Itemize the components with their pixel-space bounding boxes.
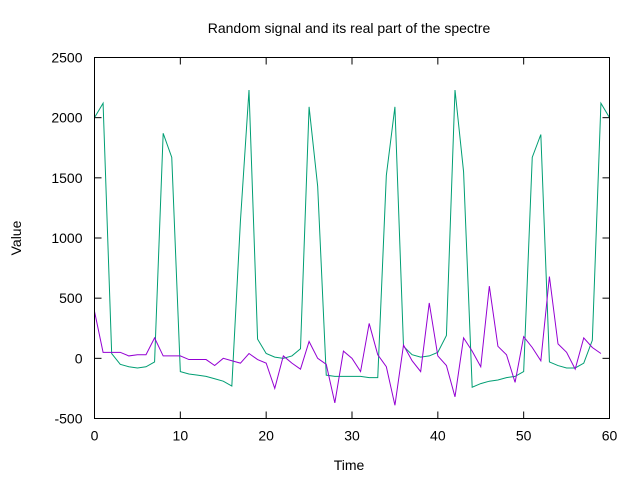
x-tick-label: 30 (344, 428, 360, 444)
y-tick-label: 2500 (51, 50, 82, 66)
y-tick-label: 0 (75, 350, 83, 366)
x-axis-label: Time (334, 457, 365, 473)
x-tick-label: 0 (91, 428, 99, 444)
x-tick-label: 20 (258, 428, 274, 444)
y-tick-label: 1500 (51, 170, 82, 186)
chart-title: Random signal and its real part of the s… (208, 20, 491, 36)
x-tick-label: 60 (602, 428, 618, 444)
series-line-1 (94, 89, 610, 388)
y-tick-label: 500 (59, 290, 83, 306)
series-group (94, 89, 610, 406)
x-tick-label: 50 (516, 428, 532, 444)
plot-frame (94, 57, 610, 419)
x-tick-label: 40 (430, 428, 446, 444)
series-line-2 (94, 276, 602, 406)
y-tick-label: 2000 (51, 110, 82, 126)
y-tick-label: -500 (54, 411, 82, 427)
axis-ticks: 0 10 20 30 40 50 60 -500 0 500 1000 1500 2000 2500 (51, 50, 617, 444)
y-axis-label: Value (8, 220, 24, 255)
y-tick-label: 1000 (51, 230, 82, 246)
x-tick-label: 10 (173, 428, 189, 444)
